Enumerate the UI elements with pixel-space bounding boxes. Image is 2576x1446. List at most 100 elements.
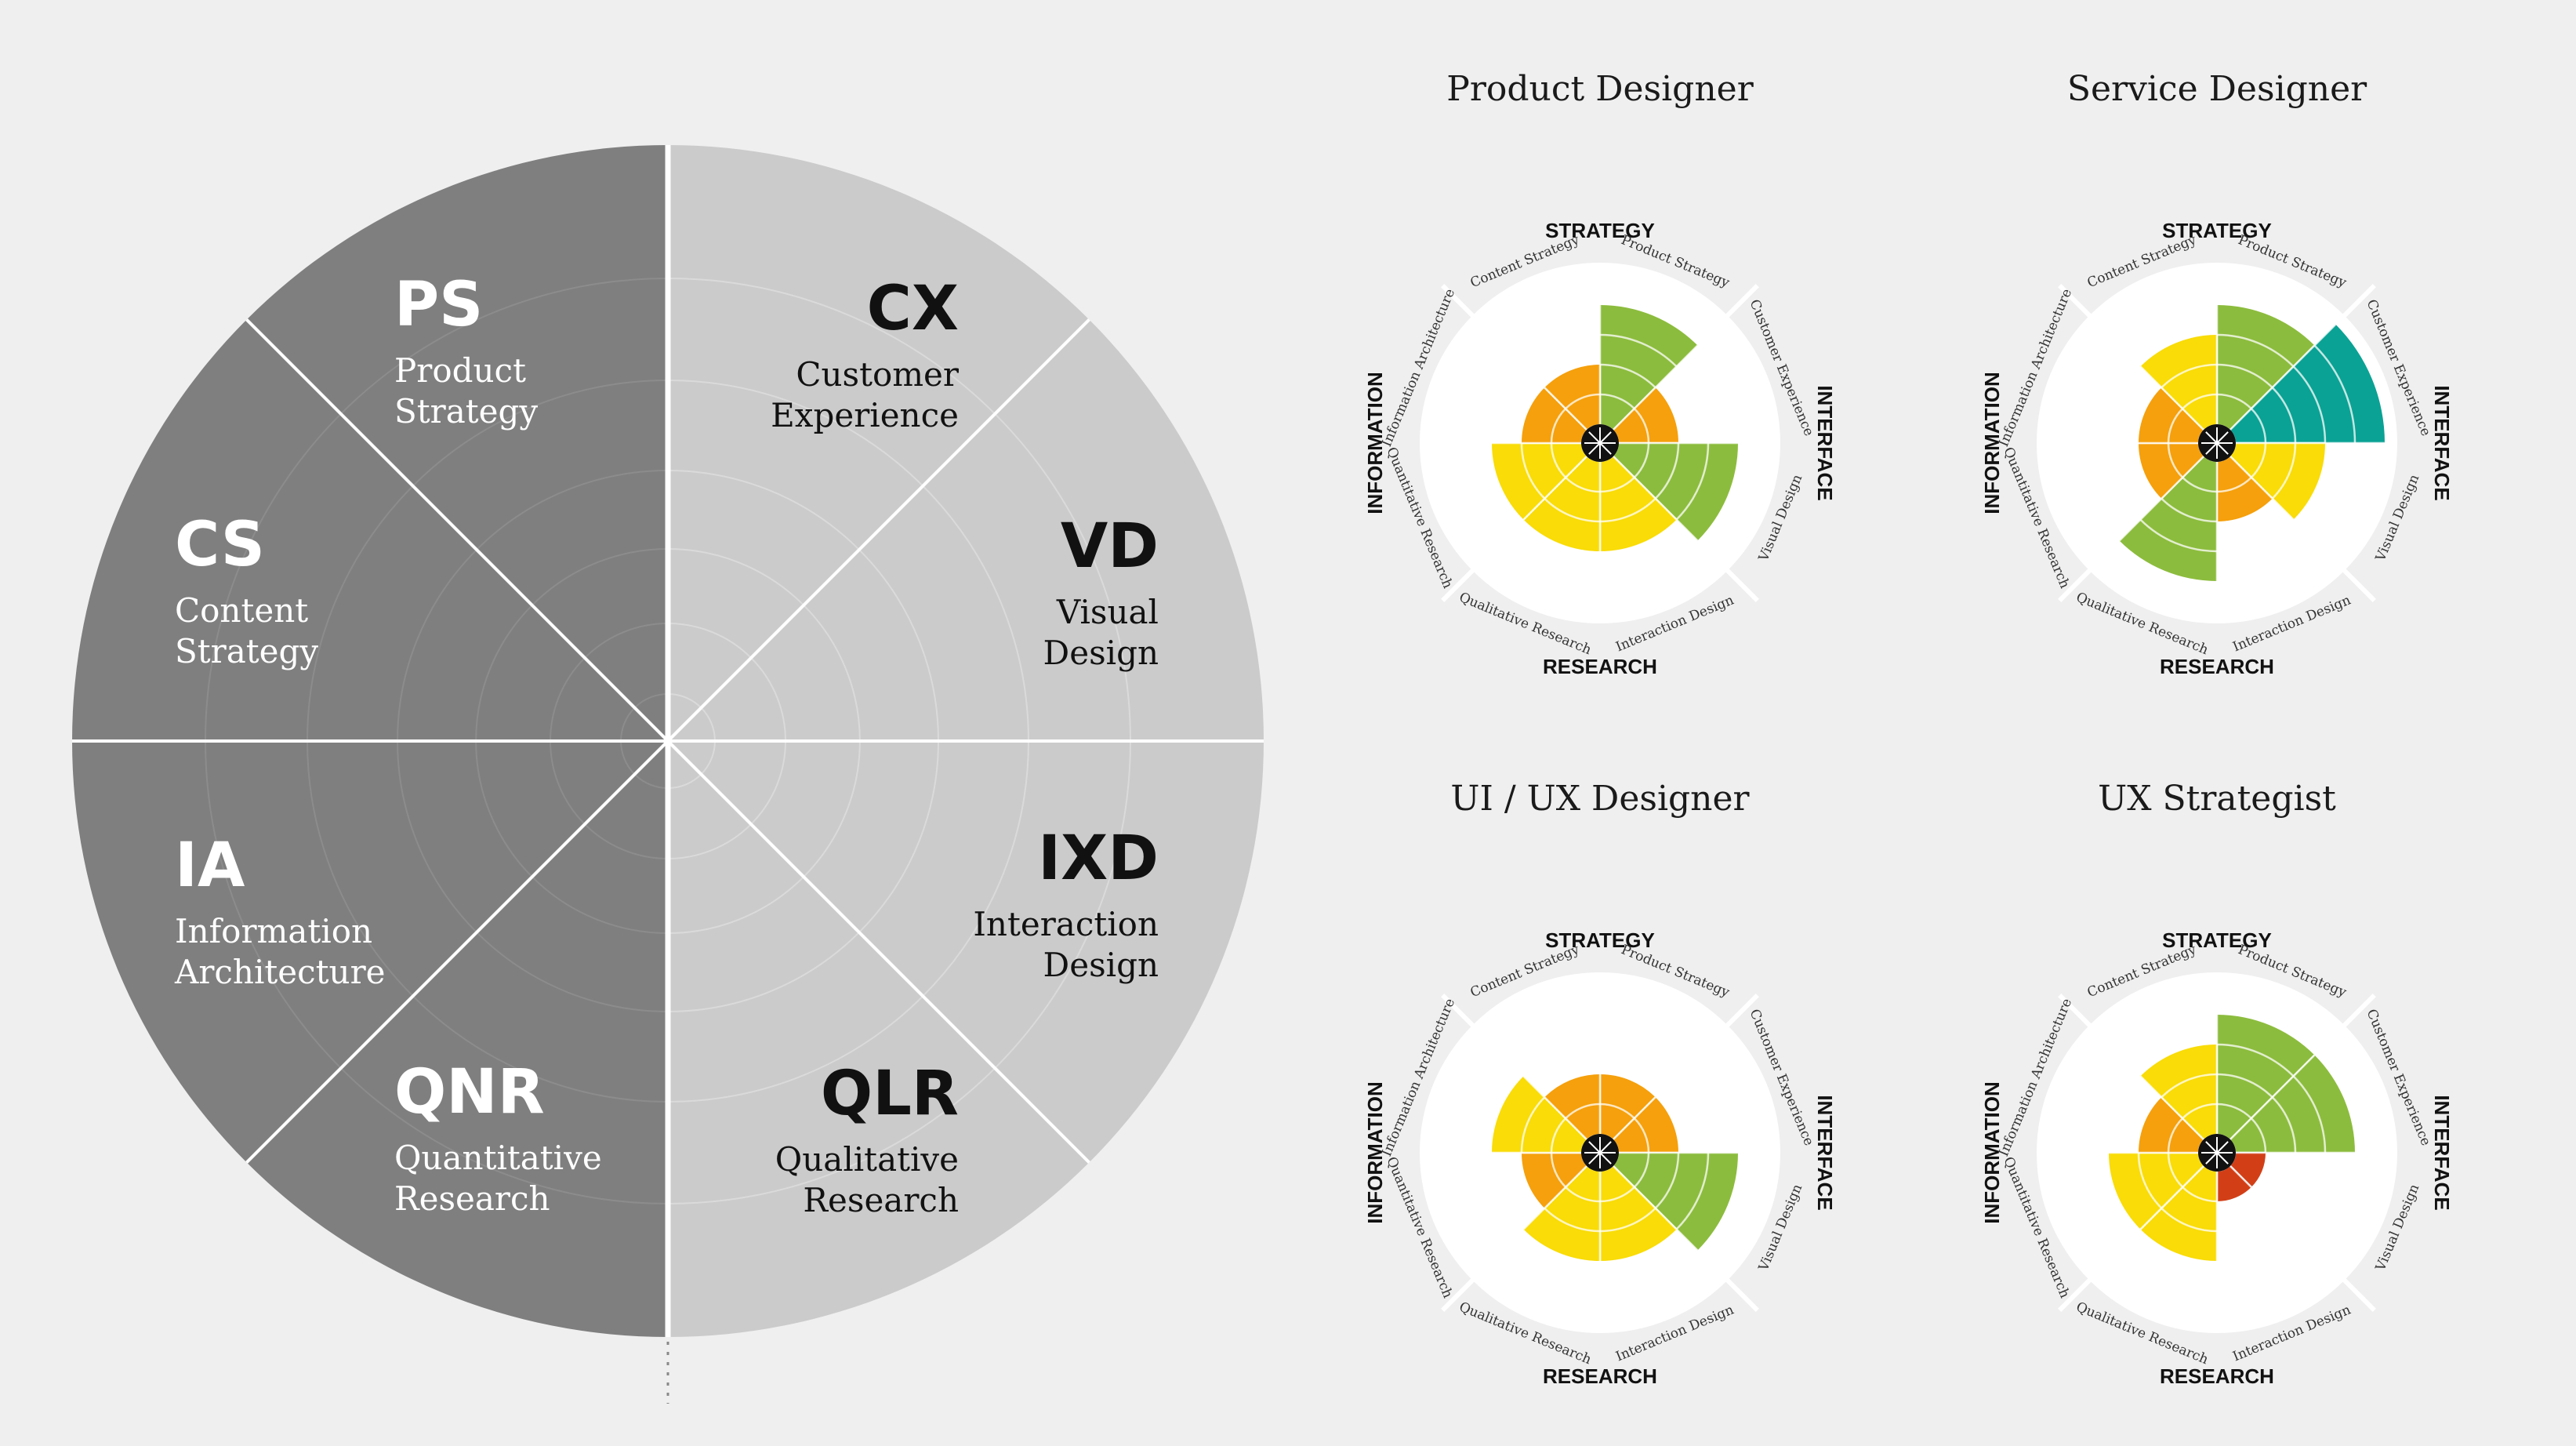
wedge-fill: [1492, 443, 1587, 520]
wedge-band: [1599, 363, 1656, 389]
wedge-fill: [2140, 335, 2217, 431]
role-charts: Product Designer STRATEGY RESEARCH INTERFAC…: [1363, 69, 2454, 1388]
wedge-band: [1675, 1152, 1710, 1230]
segment-name: Research: [803, 1181, 959, 1219]
wedge-fill: [2217, 305, 2315, 431]
wedge-band: [1599, 1103, 1635, 1120]
segment-name: Quantitative: [394, 1139, 602, 1177]
wedge-band: [1565, 1103, 1601, 1120]
wedge-band: [2216, 363, 2273, 389]
wedge-fill: [1613, 1153, 1738, 1251]
group-label-information: INFORMATION: [1363, 372, 1387, 514]
segment-name: Strategy: [175, 632, 318, 670]
wedge-band: [2161, 1207, 2218, 1233]
wedge-band: [2216, 393, 2252, 410]
competency-wheel: PSProductStrategyCXCustomerExperienceVDV…: [72, 145, 1264, 1404]
wedge-fill: [2217, 1165, 2251, 1201]
wedge-fill: [2140, 1165, 2217, 1261]
group-label-strategy: STRATEGY: [1545, 219, 1655, 242]
wedge-band: [2271, 387, 2297, 444]
segment-abbr: PS: [394, 270, 483, 340]
wedge-fill: [1613, 443, 1738, 541]
hub-spoke: [2205, 431, 2229, 455]
wedge-fill: [1522, 1153, 1587, 1208]
role-chart-ux-strategist: UX Strategist STRATEGY RESEARCH INTERFACE IN…: [1980, 779, 2454, 1388]
wedge-fill: [2230, 443, 2325, 520]
wedge-band: [2167, 1117, 2184, 1154]
group-tick: [2335, 994, 2376, 1035]
wedge-band: [2216, 1043, 2295, 1077]
wedge-band: [1550, 1117, 1567, 1154]
group-tick: [1718, 994, 1759, 1035]
group-tick: [1718, 284, 1759, 325]
wedge-band: [2182, 1186, 2218, 1203]
segment-abbr: IA: [175, 830, 245, 901]
wedge-band: [1550, 1152, 1567, 1188]
chart-wedges: [2109, 1015, 2355, 1261]
wedge-band: [2216, 476, 2252, 493]
group-tick: [2058, 1270, 2099, 1312]
wedge-fill: [1600, 456, 1677, 552]
wedge-band: [1565, 476, 1601, 493]
group-tick: [1441, 284, 1482, 325]
segment-abbr: IXD: [1038, 823, 1159, 894]
wedge-band: [2161, 497, 2218, 523]
group-label-research: RESEARCH: [1543, 1364, 1657, 1388]
segment-name: Research: [394, 1179, 550, 1218]
group-tick: [2058, 994, 2099, 1035]
group-tick: [2335, 1270, 2376, 1312]
wedge-band: [2250, 1117, 2267, 1154]
wedge-band: [1550, 442, 1567, 478]
wheel-divider: [245, 318, 1090, 1164]
wedge-band: [1675, 442, 1710, 521]
segment-name: Visual: [1056, 593, 1159, 631]
wedge-band: [2139, 518, 2218, 553]
wedge-edge: [2216, 1054, 2316, 1154]
wedge-fill: [2139, 1097, 2204, 1153]
wedge-fill: [2139, 387, 2204, 443]
group-tick: [1718, 1270, 1759, 1312]
wedge-band: [2271, 442, 2297, 500]
wedge-band: [1633, 408, 1650, 444]
wedge-band: [1550, 408, 1567, 444]
group-tick: [2058, 284, 2099, 325]
wedge-band: [2216, 1073, 2273, 1099]
wedge-fill: [1600, 305, 1698, 431]
wedge-band: [2271, 1096, 2297, 1154]
wedge-band: [2182, 393, 2218, 410]
wedge-band: [2167, 408, 2184, 444]
wedge-customer-experience: [2216, 1054, 2355, 1154]
wedge-band: [1599, 1186, 1635, 1203]
wedge-band: [2137, 1152, 2163, 1209]
group-tick: [1441, 1270, 1482, 1312]
segment-name: Design: [1043, 946, 1159, 984]
hub-spoke: [1588, 1141, 1612, 1164]
wedge-band: [1520, 442, 1546, 500]
wedge-band: [1654, 1152, 1680, 1209]
group-tick: [1718, 561, 1759, 602]
wedge-band: [1599, 393, 1635, 410]
wedge-band: [1633, 442, 1650, 478]
wedge-band: [1565, 1186, 1601, 1203]
group-label-interface: INTERFACE: [1813, 385, 1837, 500]
segment-name: Design: [1043, 634, 1159, 672]
wedge-fill: [1544, 1074, 1600, 1140]
group-label-research: RESEARCH: [2160, 655, 2274, 678]
wedge-fill: [1522, 387, 1587, 443]
wedge-band: [2161, 1073, 2218, 1099]
wedge-fill: [1492, 1076, 1587, 1153]
segment-name: Customer: [796, 355, 960, 394]
wedge-band: [1654, 442, 1680, 500]
wedge-band: [2167, 442, 2184, 478]
group-label-interface: INTERFACE: [1813, 1095, 1837, 1210]
group-label-strategy: STRATEGY: [2162, 928, 2272, 952]
group-tick: [1441, 994, 1482, 1035]
group-label-interface: INTERFACE: [2430, 1095, 2454, 1210]
wedge-band: [1599, 497, 1656, 523]
